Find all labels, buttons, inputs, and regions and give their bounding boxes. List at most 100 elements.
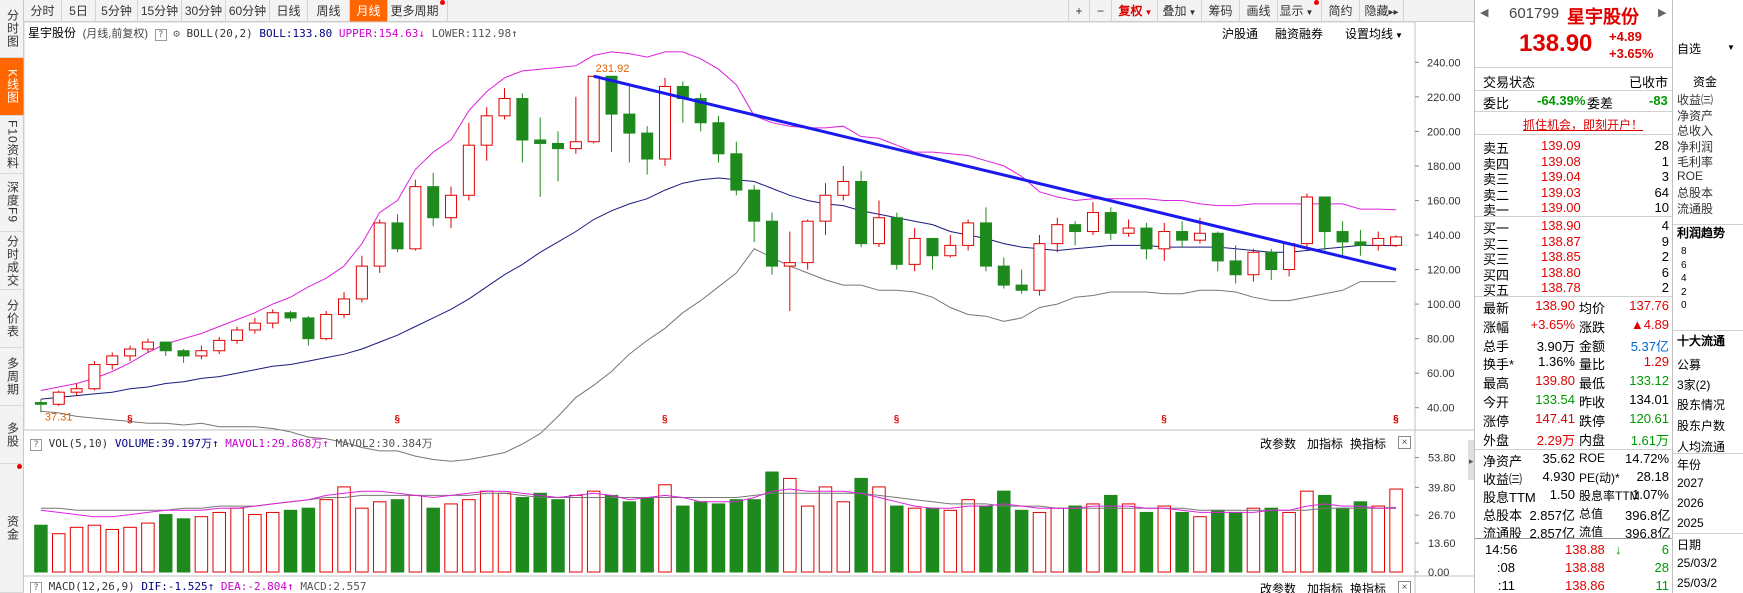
period-tab[interactable]: 月线 (350, 0, 388, 22)
candle[interactable] (1390, 235, 1403, 247)
period-tab[interactable]: 5分钟 (96, 0, 138, 22)
volume-bar[interactable] (1014, 509, 1029, 573)
candle[interactable] (1318, 196, 1331, 251)
volume-bar[interactable] (622, 501, 637, 573)
volume-bar[interactable] (337, 486, 351, 573)
volume-bar[interactable] (1121, 503, 1136, 573)
volume-bar[interactable] (890, 505, 904, 573)
candle[interactable] (141, 338, 154, 353)
fund-tab[interactable]: 资金 (1693, 75, 1718, 89)
volume-bar[interactable] (1228, 511, 1243, 573)
volume-bar[interactable] (997, 490, 1011, 573)
candle[interactable] (1247, 248, 1260, 282)
indicator-button[interactable]: 改参数 (1260, 435, 1296, 452)
candle[interactable] (551, 131, 565, 182)
volume-bar[interactable] (836, 501, 851, 573)
toolbar-button[interactable]: 简约 (1322, 0, 1360, 22)
volume-bar[interactable] (230, 507, 244, 573)
volume-bar[interactable] (1086, 503, 1100, 573)
volume-bar[interactable] (497, 492, 512, 573)
report-date[interactable]: 25/03/2 (1677, 556, 1718, 570)
volume-bar[interactable] (854, 477, 868, 573)
candle[interactable] (1372, 231, 1385, 251)
volume-bar[interactable] (515, 497, 530, 573)
candle[interactable] (231, 326, 244, 344)
next-stock-arrow[interactable]: ▶ (1658, 7, 1667, 19)
candle[interactable] (908, 228, 921, 272)
candle[interactable] (159, 341, 172, 356)
volume-bar[interactable] (1246, 507, 1261, 573)
indicator-button[interactable]: 加指标 (1307, 435, 1343, 452)
candle[interactable] (855, 171, 868, 248)
candle[interactable] (284, 311, 297, 322)
zoom-in-button[interactable]: + (1068, 0, 1090, 22)
chart-link[interactable]: 设置均线 ▼ (1345, 25, 1403, 42)
candle[interactable] (837, 165, 850, 201)
volume-bar[interactable] (800, 505, 815, 573)
candle[interactable] (409, 179, 422, 251)
volume-bar[interactable] (1175, 511, 1189, 573)
year-header[interactable]: 年份 (1677, 458, 1702, 472)
candle[interactable] (997, 257, 1010, 289)
candle[interactable] (480, 107, 493, 161)
candle[interactable] (641, 126, 654, 175)
period-tab[interactable]: 60分钟 (226, 0, 270, 22)
volume-bar[interactable] (533, 492, 547, 573)
volume-bar[interactable] (1157, 505, 1172, 573)
panel-collapse-handle[interactable] (1468, 440, 1474, 480)
candle[interactable] (516, 93, 529, 163)
zoom-out-button[interactable]: − (1090, 0, 1112, 22)
candle[interactable] (962, 219, 975, 251)
volume-bar[interactable] (87, 524, 102, 573)
volume-bar[interactable] (765, 471, 779, 573)
candle[interactable] (248, 317, 261, 334)
macd-help-icon[interactable]: ? (30, 582, 42, 593)
signal-marker-icon[interactable]: § (127, 414, 133, 425)
candle[interactable] (1300, 193, 1313, 248)
period-tab[interactable]: 15分钟 (138, 0, 182, 22)
candle[interactable] (783, 231, 796, 311)
watchlist-button[interactable]: 自选 (1677, 42, 1702, 56)
trend-axis-label[interactable]: 4 (1681, 273, 1687, 284)
candle[interactable] (88, 361, 101, 391)
volume-bar[interactable] (1139, 511, 1154, 573)
candle[interactable] (34, 399, 47, 413)
candle[interactable] (676, 81, 689, 123)
report-date[interactable]: 25/03/2 (1677, 576, 1718, 590)
candle[interactable] (944, 235, 957, 258)
candle[interactable] (266, 309, 279, 329)
candle[interactable] (1033, 235, 1046, 296)
candle[interactable] (177, 349, 190, 363)
period-tab[interactable]: 日线 (270, 0, 308, 22)
top-holders-tab[interactable]: 十大流通 (1677, 334, 1726, 348)
trend-axis-label[interactable]: 2 (1681, 286, 1687, 298)
fin-item-label[interactable]: 总股本 (1677, 186, 1714, 200)
toolbar-button[interactable]: 筹码 (1202, 0, 1240, 22)
candle[interactable] (1122, 219, 1135, 237)
fund-holders-label[interactable]: 公募 (1677, 358, 1702, 372)
period-tab[interactable]: 5日 (62, 0, 96, 22)
prev-stock-arrow[interactable]: ◀ (1480, 7, 1489, 19)
candle[interactable] (890, 212, 903, 270)
volume-bar[interactable] (319, 499, 333, 573)
candle[interactable] (623, 86, 636, 163)
open-account-link[interactable]: 抓住机会，即刻开户！ (1523, 118, 1644, 132)
candle[interactable] (765, 212, 779, 275)
volume-bar[interactable] (408, 494, 423, 573)
candle[interactable] (872, 200, 886, 248)
volume-bar[interactable] (604, 494, 619, 573)
chart-link[interactable]: 沪股通 (1222, 25, 1258, 42)
volume-bar[interactable] (1032, 511, 1047, 573)
trend-line[interactable] (593, 74, 1397, 272)
volume-bar[interactable] (640, 497, 654, 573)
chart-link[interactable]: 融资融券 (1275, 25, 1323, 42)
candle[interactable] (1104, 207, 1117, 241)
candle[interactable] (302, 316, 315, 346)
volume-bar[interactable] (390, 499, 405, 573)
volume-bar[interactable] (283, 509, 298, 573)
fin-item-label[interactable]: 净资产 (1677, 108, 1714, 123)
candle[interactable] (70, 383, 83, 396)
holders-count[interactable]: 3家(2) (1677, 378, 1711, 392)
left-nav-item[interactable]: 分时成交 (0, 232, 24, 290)
candle[interactable] (195, 345, 208, 360)
